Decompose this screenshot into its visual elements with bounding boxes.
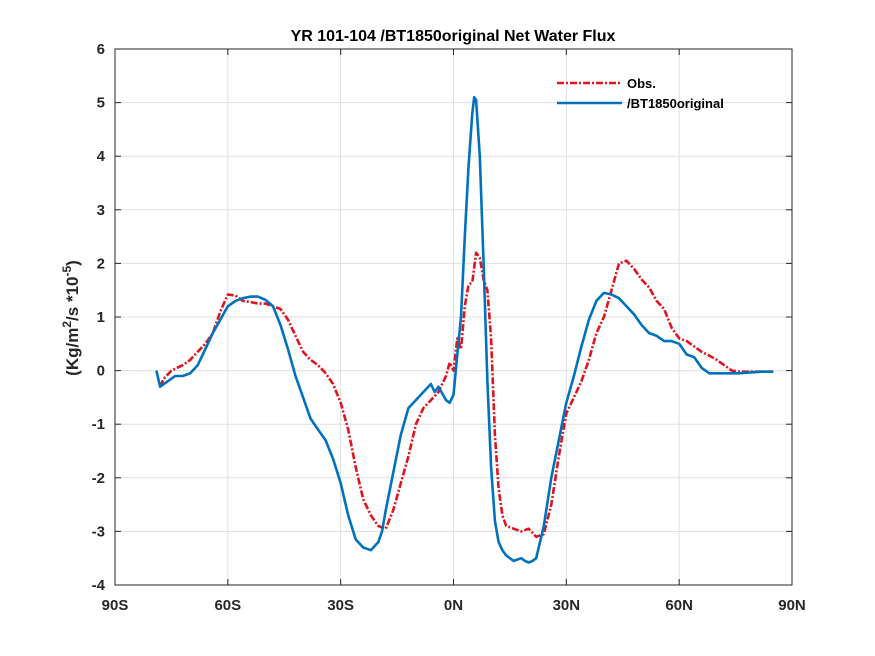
plot-area [155, 95, 774, 564]
y-tick-label: 3 [97, 202, 105, 219]
series-line-model [155, 95, 774, 564]
y-tick-label: 1 [97, 309, 105, 326]
x-tick-label: 0N [444, 597, 463, 614]
x-tick-label: 60N [665, 597, 693, 614]
x-tick-label: 90S [102, 597, 129, 614]
y-tick-label: -2 [92, 470, 105, 487]
y-axis-label-part: (Kg/m [63, 328, 82, 376]
chart-title: YR 101-104 /BT1850original Net Water Flu… [291, 28, 616, 45]
x-tick-label: 60S [214, 597, 241, 614]
y-tick-label: 2 [97, 255, 105, 272]
y-tick-label: -3 [92, 523, 105, 540]
legend: Obs. /BT1850original [557, 76, 724, 111]
legend-label-obs: Obs. [627, 76, 656, 91]
y-axis-label-superscript: 2 [60, 321, 74, 328]
tick-labels: 90S 60S 30S 0N 30N 60N 90N -4 -3 -2 -1 0 1 2 3 4 5 6 [92, 41, 806, 614]
y-tick-label: 4 [97, 148, 106, 165]
y-tick-label: -1 [92, 416, 105, 433]
y-tick-label: -4 [92, 577, 106, 594]
x-tick-label: 30N [553, 597, 581, 614]
y-axis-label-superscript: -5 [60, 266, 74, 277]
y-axis-label-part: ) [63, 260, 82, 266]
y-tick-label: 5 [97, 95, 105, 112]
grid [115, 49, 792, 585]
x-tick-label: 90N [778, 597, 806, 614]
y-axis-label: (Kg/m2/s *10-5) [60, 260, 82, 376]
legend-label-model: /BT1850original [627, 96, 724, 111]
x-tick-label: 30S [327, 597, 354, 614]
y-axis-label-part: /s *10 [63, 277, 82, 321]
y-tick-label: 0 [97, 363, 105, 380]
y-tick-label: 6 [97, 41, 105, 58]
axes [114, 48, 793, 586]
